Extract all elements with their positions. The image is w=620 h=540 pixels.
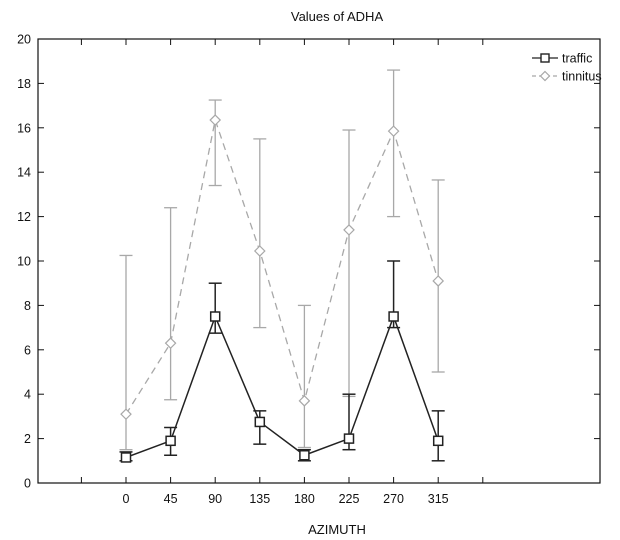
legend-label: traffic (562, 52, 592, 66)
y-tick-label: 2 (24, 432, 31, 446)
series-layer (119, 69, 445, 463)
y-axis: 0 2 4 6 8 10 12 14 16 18 20 (17, 33, 600, 491)
series-line (125, 117, 439, 415)
x-tick-label: 225 (339, 492, 360, 506)
legend: traffic tinnitus (532, 52, 602, 84)
y-tick-label: 6 (24, 343, 31, 357)
data-point (254, 416, 266, 428)
x-tick-label: 180 (294, 492, 315, 506)
y-tick-label: 8 (24, 299, 31, 313)
data-point (209, 114, 222, 126)
y-tick-label: 16 (17, 121, 31, 135)
data-point (387, 125, 400, 137)
data-point (165, 435, 176, 447)
y-tick-label: 4 (24, 388, 31, 402)
series-traffic (119, 260, 445, 463)
y-tick-label: 0 (24, 477, 31, 491)
y-tick-label: 20 (17, 33, 31, 47)
series-tinnitus (119, 69, 445, 451)
legend-marker (540, 53, 550, 63)
data-point (343, 224, 355, 236)
data-point (120, 452, 132, 463)
x-tick-label: 45 (164, 492, 178, 506)
x-tick-label: 0 (123, 492, 130, 506)
x-tick-label: 135 (249, 492, 270, 506)
data-point (432, 435, 444, 447)
data-point (388, 311, 399, 322)
legend-marker (539, 70, 551, 82)
x-tick-label: 315 (428, 492, 449, 506)
data-point (343, 433, 355, 444)
data-point (298, 395, 311, 407)
y-tick-label: 10 (17, 255, 31, 269)
data-point (253, 245, 266, 257)
x-axis-label: AZIMUTH (308, 522, 366, 537)
data-point (120, 408, 132, 421)
data-point (164, 337, 177, 349)
data-point (209, 311, 221, 322)
data-point (432, 275, 445, 287)
data-point (299, 450, 310, 461)
y-tick-label: 18 (17, 77, 31, 91)
x-axis: 0 45 90 135 180 225 270 315 (80, 39, 484, 506)
x-tick-label: 90 (208, 492, 222, 506)
chart-title: Values of ADHA (291, 9, 384, 24)
x-tick-label: 270 (383, 492, 404, 506)
y-tick-label: 12 (17, 210, 31, 224)
series-line (125, 314, 439, 459)
y-tick-label: 14 (17, 166, 31, 180)
legend-label: tinnitus (562, 70, 602, 84)
